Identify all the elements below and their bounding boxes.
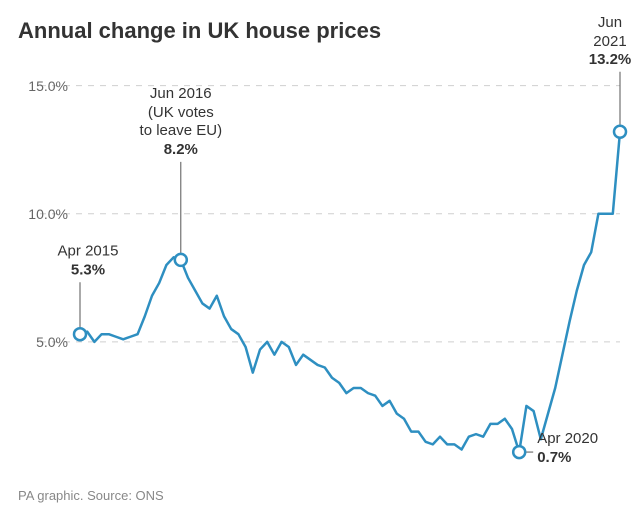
y-axis-label: 10.0% bbox=[0, 206, 68, 222]
chart-frame: Annual change in UK house prices 5.0%10.… bbox=[0, 0, 640, 517]
annotation: Jun 202113.2% bbox=[589, 14, 632, 70]
y-axis-label: 15.0% bbox=[0, 78, 68, 94]
y-axis-label: 5.0% bbox=[0, 334, 68, 350]
annotation: Jun 2016(UK votesto leave EU)8.2% bbox=[140, 85, 223, 160]
annotation: Apr 20155.3% bbox=[58, 243, 119, 281]
chart-source: PA graphic. Source: ONS bbox=[18, 488, 164, 503]
annotation: Apr 20200.7% bbox=[537, 430, 598, 468]
